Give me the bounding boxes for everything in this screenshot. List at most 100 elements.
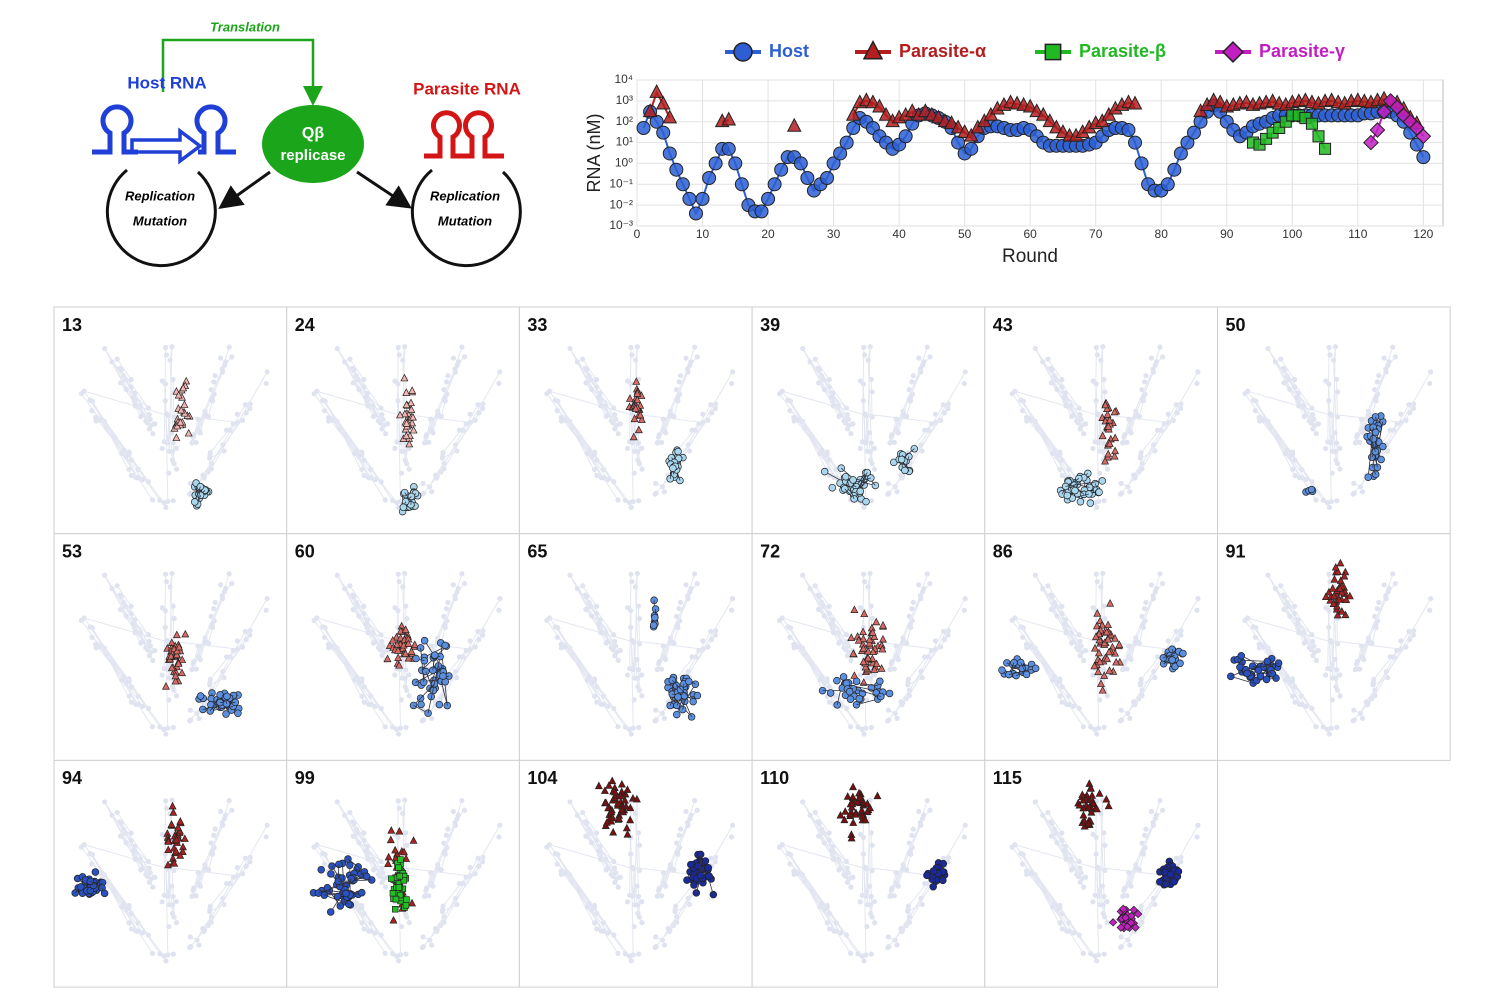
marker xyxy=(833,146,848,161)
network-node xyxy=(656,432,662,438)
network-node xyxy=(685,369,691,375)
network-node xyxy=(205,640,212,646)
panel-label: 72 xyxy=(760,541,780,561)
cycle-arrow xyxy=(105,168,217,268)
network-edge xyxy=(657,419,664,443)
network-node xyxy=(1143,599,1149,606)
panel: 60 xyxy=(286,533,520,761)
cycle-label: Replication xyxy=(125,188,195,203)
network-edge xyxy=(120,369,149,409)
network-node xyxy=(193,666,199,672)
network-node xyxy=(1122,658,1128,665)
network-node xyxy=(905,682,911,688)
network-node xyxy=(593,830,600,836)
network-node xyxy=(848,431,854,437)
network-node xyxy=(918,369,924,375)
network-node xyxy=(872,466,878,472)
network-node xyxy=(361,377,367,383)
genotype xyxy=(342,889,350,898)
genotype xyxy=(1071,486,1079,495)
panel: 99 xyxy=(286,759,520,988)
genotype xyxy=(207,701,215,709)
network-node xyxy=(861,731,867,737)
network-node xyxy=(1094,504,1100,510)
network-edge xyxy=(210,371,268,470)
network-node xyxy=(455,585,461,592)
network-node xyxy=(163,352,170,358)
genotype xyxy=(391,906,399,913)
network-node xyxy=(636,842,643,848)
network-node xyxy=(1376,373,1382,379)
network-node xyxy=(615,884,621,890)
network-node xyxy=(363,621,369,627)
network-node xyxy=(628,731,634,737)
network-node xyxy=(885,718,891,724)
marker xyxy=(1173,146,1188,161)
network-node xyxy=(600,928,606,934)
genotype xyxy=(676,685,685,694)
marker xyxy=(649,114,664,129)
network-node xyxy=(652,718,658,724)
network-node xyxy=(1334,667,1340,673)
marker xyxy=(950,119,966,134)
network-node xyxy=(1337,672,1343,678)
genotype xyxy=(196,692,205,700)
network-node xyxy=(885,944,891,951)
network-node xyxy=(1350,718,1356,724)
network-edge xyxy=(637,451,643,470)
network-node xyxy=(459,344,465,350)
network-node xyxy=(1090,378,1096,384)
network-node xyxy=(150,657,156,664)
network-node xyxy=(848,884,854,890)
network-edge xyxy=(397,400,401,443)
network-node xyxy=(1337,693,1343,699)
genotype xyxy=(317,865,325,874)
network-node xyxy=(1137,682,1144,688)
x-tick-label: 50 xyxy=(958,227,972,241)
network-node xyxy=(361,830,367,836)
network-node xyxy=(676,832,682,838)
genotype xyxy=(689,697,697,706)
network-node xyxy=(826,603,832,609)
network-node xyxy=(406,920,412,926)
network-node xyxy=(1427,380,1433,387)
marker xyxy=(1369,122,1386,138)
network-node xyxy=(857,445,863,452)
network-node xyxy=(826,472,833,479)
network-node xyxy=(149,724,156,730)
network-node xyxy=(634,344,640,350)
panel: 94 xyxy=(53,759,288,988)
network-node xyxy=(218,808,224,815)
genotype xyxy=(849,476,857,484)
network-edge xyxy=(629,347,632,442)
network-node xyxy=(1315,421,1321,427)
network-node xyxy=(187,491,193,497)
panel: 33 xyxy=(518,306,753,535)
marker xyxy=(1167,162,1182,177)
network-node xyxy=(671,867,677,873)
genotype xyxy=(184,428,193,437)
marker xyxy=(872,98,887,113)
network-node xyxy=(140,411,146,418)
network-node xyxy=(639,466,645,472)
genotype xyxy=(402,902,410,909)
network-node xyxy=(629,579,635,585)
network-node xyxy=(1194,607,1200,613)
marker xyxy=(642,103,658,118)
network-node xyxy=(857,605,863,611)
network-node xyxy=(891,666,897,672)
translation-label: Translation xyxy=(210,19,280,34)
genotype xyxy=(180,400,189,408)
network-node xyxy=(1287,613,1293,619)
network-node xyxy=(617,874,623,880)
genotype xyxy=(77,883,85,891)
marker xyxy=(695,191,710,206)
network-node xyxy=(406,466,412,472)
network-node xyxy=(1093,571,1099,577)
network-node xyxy=(424,885,430,891)
panel-label: 33 xyxy=(527,315,547,335)
network-node xyxy=(1386,585,1392,592)
network-node xyxy=(857,378,863,384)
network-node xyxy=(1049,677,1056,683)
network-node xyxy=(894,489,900,495)
